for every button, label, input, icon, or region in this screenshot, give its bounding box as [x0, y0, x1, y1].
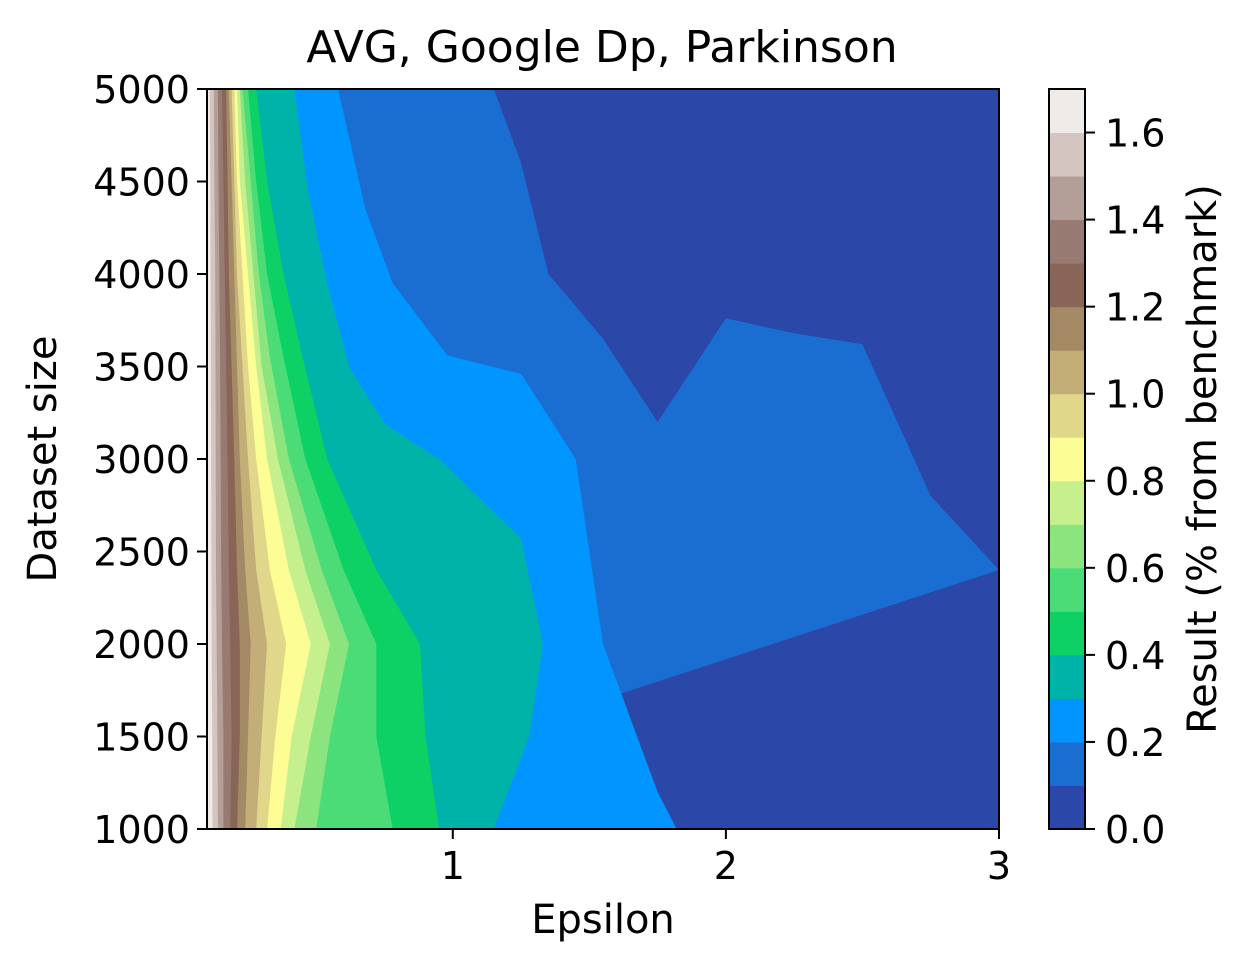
colorbar-tick-label: 0.8: [1105, 460, 1165, 504]
contour-region-1.6: [207, 89, 213, 829]
y-tick-label: 1500: [93, 716, 190, 760]
colorbar-swatch: [1049, 350, 1085, 395]
chart-title: AVG, Google Dp, Parkinson: [306, 22, 897, 73]
x-tick-label: 3: [987, 844, 1011, 888]
colorbar-swatch: [1049, 785, 1085, 830]
colorbar-tick-label: 0.0: [1105, 808, 1165, 852]
x-tick-label: 1: [441, 844, 465, 888]
y-tick-label: 3500: [93, 346, 190, 390]
colorbar-tick-label: 0.6: [1105, 547, 1165, 591]
colorbar-swatch: [1049, 263, 1085, 308]
x-axis-label: Epsilon: [531, 897, 675, 943]
contour-fill-layer: [207, 89, 999, 829]
colorbar-frame: [1048, 88, 1086, 830]
colorbar-label: Result (% from benchmark): [1180, 184, 1226, 734]
colorbar-swatch: [1049, 306, 1085, 351]
colorbar-swatch: [1049, 437, 1085, 482]
y-tick-label: 3000: [93, 438, 190, 482]
colorbar-swatch: [1049, 480, 1085, 525]
colorbar-axis: 0.0 0.2 0.4 0.6 0.8 1.0 1.2 1.4 1.6: [1085, 112, 1165, 852]
colorbar-swatch: [1049, 176, 1085, 221]
colorbar-tick-label: 1.0: [1105, 373, 1165, 417]
colorbar-swatch: [1049, 654, 1085, 699]
colorbar-swatch: [1049, 219, 1085, 264]
colorbar: [1048, 88, 1086, 830]
colorbar-swatch: [1049, 741, 1085, 786]
contour-low-pocket: [854, 773, 874, 829]
y-tick-label: 1000: [93, 808, 190, 852]
colorbar-tick-label: 1.2: [1105, 286, 1165, 330]
colorbar-swatch: [1049, 524, 1085, 569]
colorbar-swatch: [1049, 567, 1085, 612]
colorbar-swatch: [1049, 132, 1085, 177]
colorbar-swatch: [1049, 89, 1085, 134]
colorbar-swatch: [1049, 698, 1085, 743]
y-tick-label: 2000: [93, 623, 190, 667]
y-tick-label: 4500: [93, 161, 190, 205]
y-tick-label: 4000: [93, 253, 190, 297]
contour-low-pocket: [977, 769, 999, 829]
colorbar-tick-label: 0.4: [1105, 634, 1165, 678]
colorbar-swatch: [1049, 393, 1085, 438]
colorbar-tick-label: 1.4: [1105, 199, 1165, 243]
y-tick-label: 5000: [93, 68, 190, 112]
colorbar-tick-label: 1.6: [1105, 112, 1165, 156]
x-axis: 1 2 3: [441, 829, 1011, 888]
y-axis-label: Dataset size: [20, 336, 66, 583]
y-axis: 1000 1500 2000 2500 3000 3500 4000 4500 5000: [93, 68, 207, 852]
x-tick-label: 2: [714, 844, 738, 888]
colorbar-swatch: [1049, 611, 1085, 656]
colorbar-tick-label: 0.2: [1105, 721, 1165, 765]
y-tick-label: 2500: [93, 531, 190, 575]
